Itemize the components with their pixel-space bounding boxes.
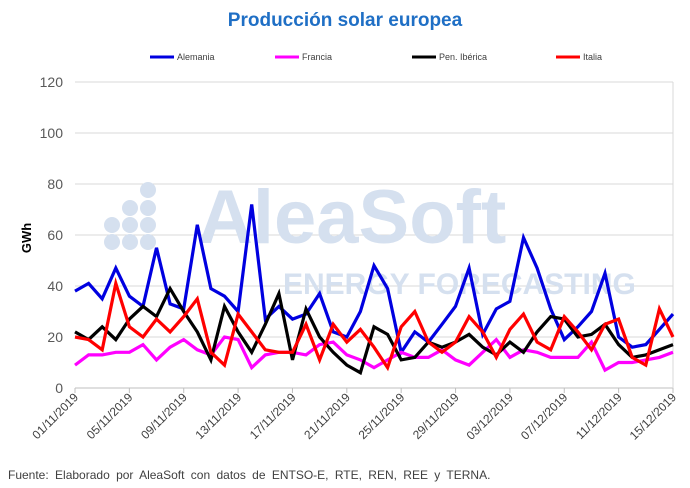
watermark-dot [140,217,156,233]
legend-label: Alemania [177,52,215,62]
series-line-italia [74,277,675,372]
watermark-dot [140,234,156,250]
x-tick-label: 07/12/2019 [518,390,571,443]
x-tick-label: 09/11/2019 [138,390,190,442]
x-tick-label: 21/11/2019 [301,390,353,442]
watermark-dot [104,234,120,250]
watermark-dot [122,217,138,233]
x-tick-label: 03/12/2019 [464,390,517,443]
x-tick-label: 05/11/2019 [84,390,136,442]
legend-label: Pen. Ibérica [439,52,487,62]
x-tick-label: 13/11/2019 [192,390,244,442]
y-tick-label: 0 [55,380,63,396]
y-tick-label: 120 [40,74,64,90]
source-note: Fuente: Elaborado por AleaSoft con datos… [8,468,491,482]
y-tick-label: 40 [47,278,63,294]
watermark-logo [104,182,156,250]
legend-label: Italia [583,52,602,62]
x-tick-label: 15/12/2019 [627,390,680,443]
x-tick-label: 25/11/2019 [356,390,408,442]
y-tick-label: 100 [40,125,64,141]
watermark-dot [122,234,138,250]
x-tick-label: 01/11/2019 [29,390,81,442]
watermark-dot [104,217,120,233]
watermark-brand: AleaSoft [198,175,506,260]
chart-title: Producción solar europea [227,10,463,31]
y-tick-label: 60 [47,227,63,243]
y-axis-label: GWh [19,223,34,253]
x-tick-label: 17/11/2019 [247,390,299,442]
y-tick-label: 80 [47,176,63,192]
watermark-dot [122,200,138,216]
legend-label: Francia [302,52,332,62]
x-tick-label: 11/12/2019 [573,390,625,442]
y-tick-label: 20 [47,329,63,345]
watermark-dot [140,182,156,198]
series-line-pen-ib-rica [74,285,674,376]
series-line-francia [74,335,674,373]
x-tick-label: 29/11/2019 [410,390,462,442]
watermark-dot [140,200,156,216]
